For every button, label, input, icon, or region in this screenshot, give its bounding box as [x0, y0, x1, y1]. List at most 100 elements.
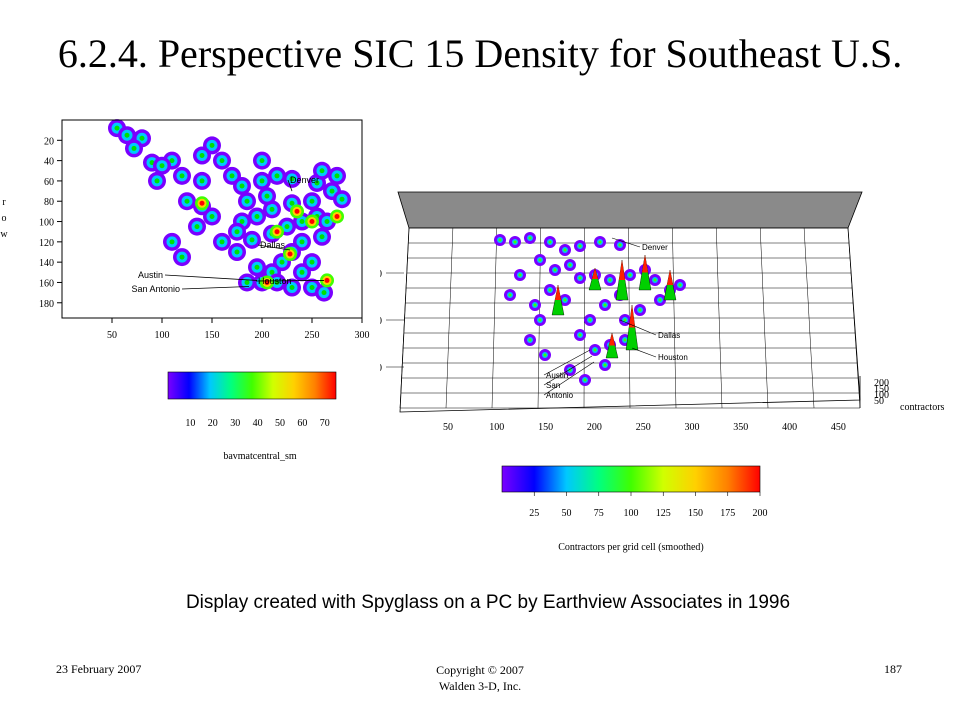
- footer-copyright-line2: Walden 3-D, Inc.: [438, 679, 522, 693]
- colorbar-label: Contractors per grid cell (smoothed): [558, 542, 704, 553]
- x-tick-label: 250: [636, 422, 651, 433]
- density-cell: [244, 279, 250, 285]
- density-cell: [324, 277, 330, 283]
- colorbar-tick-label: 50: [562, 508, 572, 519]
- density-cell: [229, 173, 235, 179]
- density-cell: [279, 259, 285, 265]
- annotation-leader: [619, 319, 657, 336]
- y-tick-label: 20: [44, 136, 54, 147]
- density-cell: [284, 224, 290, 230]
- density-cell: [548, 240, 552, 244]
- density-cell: [274, 229, 280, 235]
- density-cell: [179, 173, 185, 179]
- y-axis-label: r: [2, 197, 6, 208]
- annotation-leader: [543, 361, 595, 396]
- x-tick-label: 150: [538, 422, 553, 433]
- density-cell: [139, 135, 145, 141]
- density-cell: [244, 198, 250, 204]
- density-cell: [653, 278, 657, 282]
- density-cell: [254, 264, 260, 270]
- density-cell: [269, 206, 275, 212]
- x-tick-label: 100: [489, 422, 504, 433]
- density-cell: [194, 224, 200, 230]
- density-cell: [518, 273, 522, 277]
- density-cell: [628, 273, 632, 277]
- annotation-label: Austin: [546, 371, 568, 380]
- density-cell: [329, 188, 335, 194]
- density-cell: [309, 219, 315, 225]
- density-cell: [259, 158, 265, 164]
- density-cell: [603, 363, 607, 367]
- density-cell: [334, 213, 340, 219]
- heatmap-axes: 20 40 60 80 100 120 140 160 180 50 100 150 200 250 300…: [0, 119, 370, 341]
- colorbar-tick-label: 30: [230, 418, 240, 429]
- density-cell: [314, 180, 320, 186]
- density-cell: [533, 303, 537, 307]
- colorbar-tick-label: 100: [624, 508, 639, 519]
- y-axis-label: o: [2, 213, 7, 224]
- annotation-label: Dallas: [658, 331, 680, 340]
- density-cell: [543, 353, 547, 357]
- density-cell: [578, 333, 582, 337]
- density-cell: [289, 176, 295, 182]
- annotation-label: Antonio: [546, 391, 574, 400]
- colorbar-tick-label: 20: [208, 418, 218, 429]
- density-cell: [169, 239, 175, 245]
- density-cell: [324, 219, 330, 225]
- density-cell: [219, 158, 225, 164]
- density-cell: [239, 183, 245, 189]
- density-cell: [199, 153, 205, 159]
- density-peak: [609, 333, 615, 346]
- colorbar-tick-label: 40: [253, 418, 263, 429]
- annotation-label: Austin: [138, 270, 163, 280]
- density-cell: [528, 338, 532, 342]
- density-cell: [274, 173, 280, 179]
- density-cell: [294, 208, 300, 214]
- annotation-label: San Antonio: [131, 284, 180, 294]
- density-cell: [658, 298, 662, 302]
- annotation-label: Houston: [658, 353, 688, 362]
- colorbar-tick-label: 60: [297, 418, 307, 429]
- y-tick-label: 100: [380, 316, 382, 327]
- x-tick-label: 200: [255, 330, 270, 341]
- x-tick-label: 300: [355, 330, 370, 341]
- density-cell: [131, 145, 137, 151]
- density-cell: [553, 268, 557, 272]
- y-tick-label: 80: [44, 197, 54, 208]
- density-cell: [209, 142, 215, 148]
- annotation-leader: [257, 244, 291, 251]
- x-tick-label: 350: [733, 422, 748, 433]
- x-tick-label: 300: [685, 422, 700, 433]
- density-cell: [498, 238, 502, 242]
- x-tick-label: 50: [443, 422, 453, 433]
- perspective-density-3d: 5010015050100150200250300350400450200150…: [380, 191, 945, 553]
- footer-date: 23 February 2007: [56, 662, 142, 676]
- slide-title: 6.2.4. Perspective SIC 15 Density for So…: [57, 31, 903, 76]
- colorbar-tick-label: 75: [594, 508, 604, 519]
- density-cell: [249, 237, 255, 243]
- colorbar-tick-label: 25: [529, 508, 539, 519]
- density-cell: [339, 196, 345, 202]
- density-cell: [563, 248, 567, 252]
- annotation-label: Denver: [642, 243, 668, 252]
- density-cell: [254, 213, 260, 219]
- annotation-leader: [611, 237, 641, 248]
- density-cell: [538, 258, 542, 262]
- density-cell: [578, 276, 582, 280]
- density-peak: [555, 285, 561, 300]
- colorbar-tick-label: 10: [185, 418, 195, 429]
- density-cell: [309, 285, 315, 291]
- colorbar-tick-label: 70: [320, 418, 330, 429]
- density-peak: [619, 260, 625, 280]
- annotation-label: San: [546, 381, 560, 390]
- density-cell: [603, 303, 607, 307]
- density-cell: [638, 308, 642, 312]
- density-peak: [629, 305, 635, 328]
- heatmap-density-cells: [108, 119, 351, 302]
- z-axis-label: contractors: [900, 402, 945, 413]
- z-tick-label: 100: [874, 390, 889, 401]
- density-cell: [179, 254, 185, 260]
- density-cell: [289, 285, 295, 291]
- density-cell: [259, 178, 265, 184]
- annotation-leader: [543, 349, 591, 376]
